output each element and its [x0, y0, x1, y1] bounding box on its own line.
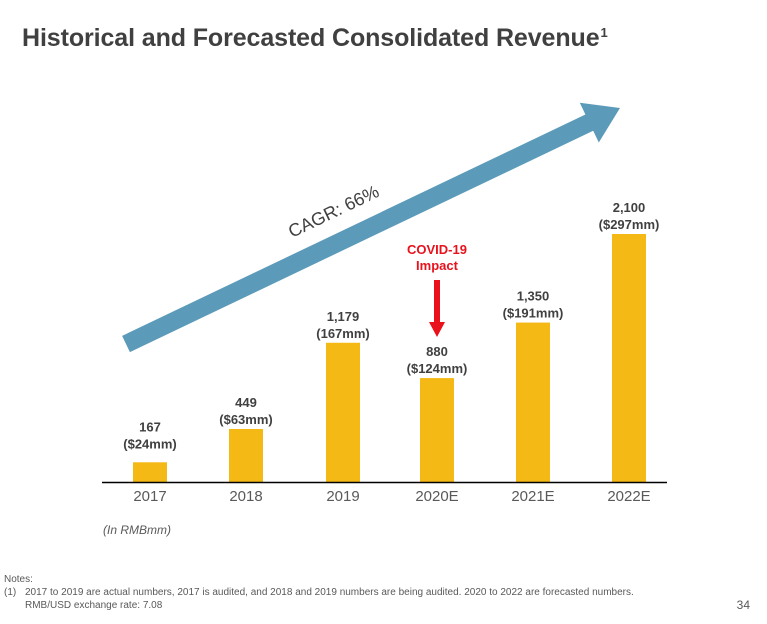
- note-line: 2017 to 2019 are actual numbers, 2017 is…: [25, 587, 634, 598]
- x-tick-label: 2020E: [415, 488, 458, 505]
- bar-2017: [133, 462, 167, 482]
- cagr-arrow: [122, 102, 620, 353]
- bar-2019: [326, 342, 360, 482]
- note-marker: (1): [4, 587, 17, 598]
- bar-2021E: [516, 322, 550, 482]
- usd-label: ($24mm): [123, 436, 176, 451]
- bar-2020E: [420, 378, 454, 482]
- covid-impact-label: Impact: [416, 258, 459, 273]
- title-footnote-marker: 1: [600, 24, 608, 40]
- usd-label: ($191mm): [503, 306, 564, 321]
- notes-section: Notes: (1) 2017 to 2019 are actual numbe…: [4, 573, 634, 612]
- slide-title: Historical and Forecasted Consolidated R…: [22, 24, 608, 53]
- x-tick-label: 2019: [326, 488, 359, 505]
- note-item-continued: RMB/USD exchange rate: 7.08: [4, 599, 634, 612]
- value-label: 167: [139, 419, 161, 434]
- note-line: RMB/USD exchange rate: 7.08: [25, 600, 163, 611]
- x-tick-label: 2021E: [511, 488, 554, 505]
- value-label: 1,350: [517, 289, 550, 304]
- value-label: 449: [235, 395, 257, 410]
- x-tick-label: 2017: [133, 488, 166, 505]
- covid-down-arrow-icon: [429, 280, 445, 337]
- usd-label: ($63mm): [219, 412, 272, 427]
- value-label: 2,100: [613, 200, 646, 215]
- x-tick-label: 2022E: [607, 488, 650, 505]
- value-label: 880: [426, 344, 448, 359]
- slide-title-text: Historical and Forecasted Consolidated R…: [22, 24, 600, 52]
- page-number: 34: [736, 598, 750, 612]
- covid-impact-label: COVID-19: [407, 242, 467, 257]
- usd-label: (167mm): [316, 326, 369, 341]
- notes-heading: Notes:: [4, 574, 33, 585]
- usd-label: ($124mm): [407, 361, 468, 376]
- unit-note: (In RMBmm): [103, 523, 171, 537]
- bar-2022E: [612, 234, 646, 482]
- note-item: (1) 2017 to 2019 are actual numbers, 201…: [4, 586, 634, 599]
- x-tick-label: 2018: [229, 488, 262, 505]
- bar-2018: [229, 428, 263, 482]
- usd-label: ($297mm): [599, 217, 660, 232]
- value-label: 1,179: [327, 309, 360, 324]
